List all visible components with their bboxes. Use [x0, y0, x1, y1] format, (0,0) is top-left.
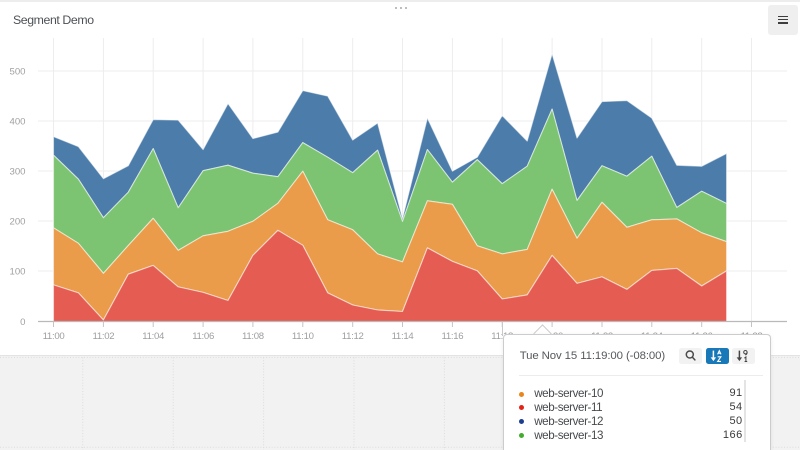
svg-text:11:12: 11:12 [342, 331, 364, 342]
svg-text:11:02: 11:02 [93, 331, 115, 342]
svg-text:0: 0 [20, 317, 25, 328]
svg-text:400: 400 [9, 116, 25, 127]
svg-text:300: 300 [9, 166, 25, 177]
svg-text:11:16: 11:16 [442, 331, 464, 342]
svg-text:11:08: 11:08 [242, 331, 264, 342]
svg-text:11:04: 11:04 [142, 331, 165, 342]
svg-text:11:06: 11:06 [192, 331, 214, 342]
svg-text:11:18: 11:18 [491, 331, 513, 342]
svg-text:11:00: 11:00 [43, 331, 65, 342]
svg-text:11:14: 11:14 [392, 331, 415, 342]
svg-text:100: 100 [9, 266, 25, 277]
svg-text:500: 500 [9, 66, 25, 77]
svg-text:11:10: 11:10 [292, 331, 314, 342]
svg-text:200: 200 [9, 216, 25, 227]
